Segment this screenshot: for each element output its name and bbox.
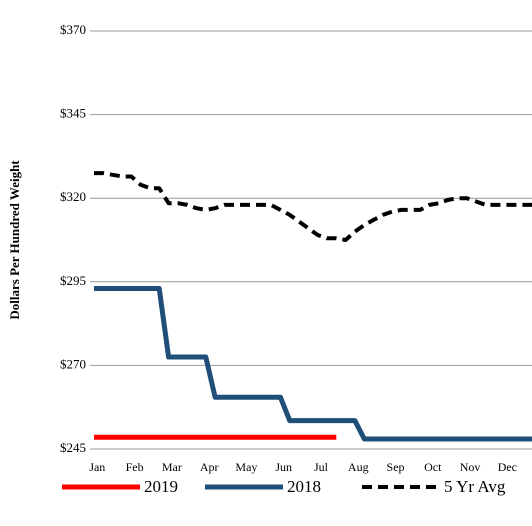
- y-tick-label: $345: [60, 106, 86, 121]
- x-tick-label: Feb: [126, 460, 144, 474]
- y-tick-label: $320: [60, 189, 86, 204]
- x-tick-label: Oct: [424, 460, 442, 474]
- x-tick-label: Apr: [200, 460, 219, 474]
- x-tick-label: Aug: [348, 460, 369, 474]
- x-tick-label: Nov: [460, 460, 481, 474]
- x-tick-label: Dec: [498, 460, 517, 474]
- legend-label: 2018: [287, 477, 321, 496]
- x-tick-label: Sep: [387, 460, 405, 474]
- y-tick-label: $245: [60, 440, 86, 455]
- legend-label: 5 Yr Avg: [444, 477, 506, 496]
- y-axis-label: Dollars Per Hundred Weight: [7, 160, 22, 320]
- y-tick-label: $370: [60, 22, 86, 37]
- y-tick-label: $295: [60, 273, 86, 288]
- x-tick-label: Jun: [275, 460, 292, 474]
- series-line: [94, 171, 532, 242]
- x-tick-label: Mar: [162, 460, 182, 474]
- legend-label: 2019: [144, 477, 178, 496]
- x-tick-label: May: [235, 460, 257, 474]
- series-line: [94, 286, 532, 442]
- y-tick-label: $270: [60, 356, 86, 371]
- x-tick-label: Jul: [314, 460, 329, 474]
- x-tick-label: Jan: [89, 460, 105, 474]
